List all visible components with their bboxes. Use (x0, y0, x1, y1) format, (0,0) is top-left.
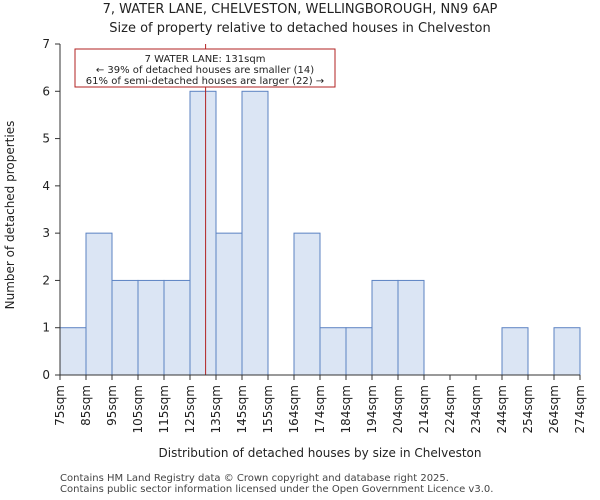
y-tick-label: 5 (42, 132, 50, 146)
y-tick-label: 0 (42, 368, 50, 382)
annotation-line-2: ← 39% of detached houses are smaller (14… (96, 65, 314, 76)
footer-line-1: Contains HM Land Registry data © Crown c… (60, 473, 449, 484)
x-tick-label: 95sqm (105, 385, 119, 426)
x-tick-label: 184sqm (339, 385, 353, 433)
bar (59, 327, 87, 376)
chart-title: 7, WATER LANE, CHELVESTON, WELLINGBOROUG… (102, 2, 498, 17)
x-tick-label: 125sqm (183, 385, 197, 433)
bar (189, 90, 217, 376)
x-tick-label: 234sqm (469, 385, 483, 433)
x-tick-label: 135sqm (209, 385, 223, 433)
y-tick-label: 4 (42, 179, 50, 193)
bar (553, 327, 581, 376)
footer-line-2: Contains public sector information licen… (60, 484, 494, 495)
bar (319, 327, 347, 376)
y-axis: 0 1 2 3 4 5 6 7 (42, 37, 61, 382)
x-tick-label: 115sqm (157, 385, 171, 433)
bar (137, 279, 165, 376)
x-axis-label: Distribution of detached houses by size … (159, 446, 482, 460)
x-tick-label: 75sqm (53, 385, 67, 426)
x-axis: 75sqm 85sqm 95sqm 105sqm 115sqm 125sqm 135sqm 1… (53, 374, 587, 433)
bar (501, 327, 529, 376)
bar (293, 232, 321, 376)
x-tick-label: 244sqm (495, 385, 509, 433)
y-tick-label: 3 (42, 226, 50, 240)
x-tick-label: 264sqm (547, 385, 561, 433)
y-tick-label: 1 (42, 321, 50, 335)
bar (345, 327, 373, 376)
chart-subtitle: Size of property relative to detached ho… (109, 21, 491, 36)
x-tick-label: 174sqm (313, 385, 327, 433)
annotation-box: 7 WATER LANE: 131sqm ← 39% of detached h… (74, 48, 336, 88)
x-tick-label: 204sqm (391, 385, 405, 433)
y-tick-label: 2 (42, 273, 50, 287)
x-tick-label: 155sqm (261, 385, 275, 433)
bar (371, 279, 399, 376)
x-tick-label: 105sqm (131, 385, 145, 433)
bars-group (59, 90, 581, 376)
bar (163, 279, 191, 376)
x-tick-label: 254sqm (521, 385, 535, 433)
annotation-line-1: 7 WATER LANE: 131sqm (145, 54, 266, 65)
x-tick-label: 274sqm (573, 385, 587, 433)
x-tick-label: 224sqm (443, 385, 457, 433)
bar (215, 232, 243, 376)
x-tick-label: 164sqm (287, 385, 301, 433)
bar (85, 232, 113, 376)
x-tick-label: 194sqm (365, 385, 379, 433)
y-tick-label: 6 (42, 84, 50, 98)
y-axis-label: Number of detached properties (3, 121, 17, 310)
annotation-line-3: 61% of semi-detached houses are larger (… (86, 76, 324, 87)
x-tick-label: 214sqm (417, 385, 431, 433)
y-tick-label: 7 (42, 37, 50, 51)
bar (241, 90, 269, 376)
x-tick-label: 145sqm (235, 385, 249, 433)
bar (397, 279, 425, 376)
bar (111, 279, 139, 376)
x-tick-label: 85sqm (79, 385, 93, 426)
